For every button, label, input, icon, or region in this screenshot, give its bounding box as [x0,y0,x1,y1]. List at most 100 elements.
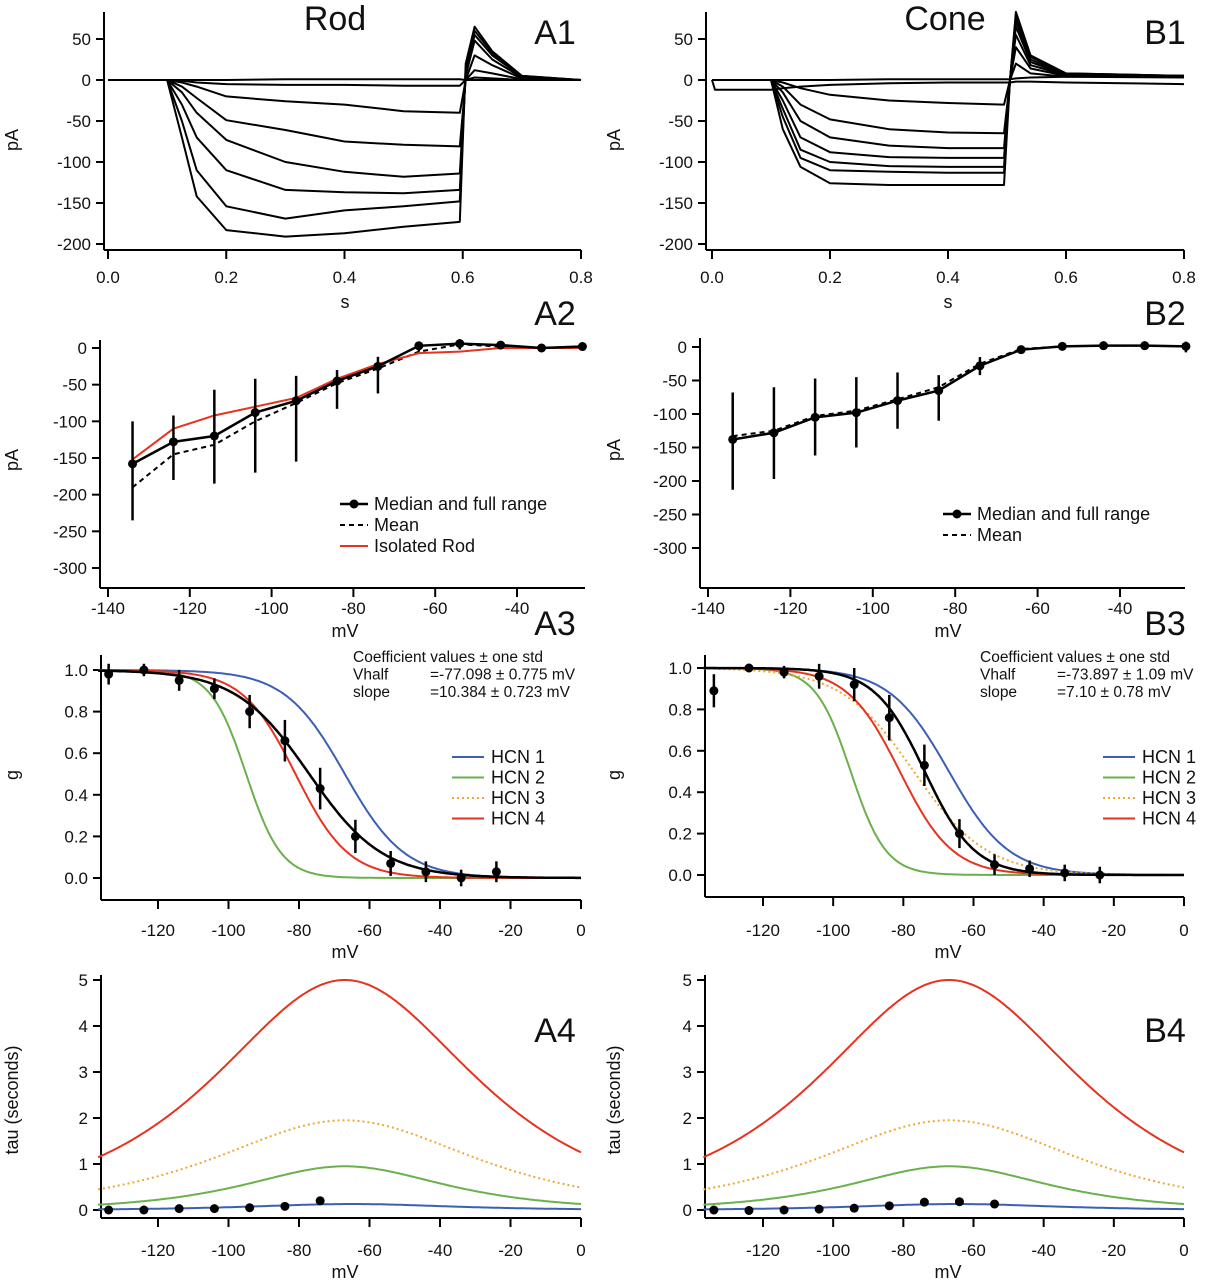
x-tick-label: 0.8 [1172,268,1196,287]
current-trace [108,54,582,148]
legend-label: HCN 4 [491,809,545,829]
median-point [386,858,396,868]
x-tick-label: -100 [816,1241,850,1260]
coefficient-value: =10.384 ± 0.723 mV [430,684,571,701]
x-tick-label: -40 [1031,1241,1056,1260]
y-tick-label: -150 [659,194,693,213]
current-trace [108,25,582,238]
panel-a4: -120 -100 -80 -60 -40 -20 0 5 4 3 2 1 0 mV tau (second… [2,971,586,1280]
median-line [732,344,1186,441]
median-point [577,342,587,352]
y-tick-label: 0 [678,338,687,357]
model-curve-tau [703,1119,1185,1191]
panel-label: A3 [534,605,576,643]
legend-label: HCN 3 [491,788,545,808]
median-point [1099,341,1109,351]
x-tick-label: -20 [498,921,523,940]
x-tick-label: 0.8 [569,268,593,287]
median-point [849,680,859,690]
x-tick-label: 0.2 [818,268,842,287]
median-point [1025,864,1035,874]
coefficient-value: =-73.897 ± 1.09 mV [1057,667,1194,684]
median-point [139,1205,149,1215]
model-curve-tau [702,979,1185,1159]
x-tick-label: -80 [287,921,312,940]
series-mean [732,344,1186,438]
series-mean [131,343,583,489]
y-tick-label: 0.6 [668,742,692,761]
x-tick-label: -80 [891,1241,916,1260]
median-point [537,343,547,353]
median-point [849,1203,859,1213]
current-trace [108,69,582,114]
model-curve-tau [98,1203,581,1211]
x-axis-label: mV [935,942,962,962]
current-trace [108,33,582,195]
y-tick-label: -250 [653,506,687,525]
coefficient-value: =7.10 ± 0.78 mV [1057,684,1172,701]
median-point [814,671,824,681]
median-point [919,1197,929,1207]
y-tick-label: 1.0 [668,659,692,678]
legend-label: Mean [977,525,1022,545]
x-tick-label: -120 [141,1241,175,1260]
coefficient-name: Vhalf [980,667,1016,684]
median-point [455,339,465,349]
coefficient-header: Coefficient values ± one std [980,649,1170,666]
panel-title: Cone [904,0,985,38]
legend-label: Median and full range [977,504,1150,524]
x-tick-label: -20 [1102,1241,1127,1260]
x-axis-label: mV [935,1262,962,1280]
median-point [209,684,219,694]
y-tick-label: 3 [683,1063,692,1082]
x-tick-label: -40 [428,921,453,940]
y-tick-label: 0.8 [668,700,692,719]
x-tick-label: -100 [255,599,289,618]
y-tick-label: 0.4 [64,786,88,805]
y-tick-label: 0.4 [668,783,692,802]
median-point [779,667,789,677]
y-tick-label: 0 [79,1201,88,1220]
legend-label: HCN 2 [1142,768,1196,788]
median-point [893,396,903,406]
current-trace [712,46,1185,135]
median-point [884,713,894,723]
x-axis-label: s [944,292,953,312]
median-point [779,1205,789,1215]
x-tick-label: -60 [423,599,448,618]
model-curve-tau [97,979,582,1159]
model-curve-tau [703,1203,1184,1211]
median-point [934,386,944,396]
median-point [1095,870,1105,880]
x-tick-label: 0 [576,1241,585,1260]
x-tick-label: -100 [211,921,245,940]
panel-label: A1 [534,14,576,52]
y-tick-label: -150 [653,439,687,458]
median-point [245,1203,255,1213]
y-tick-label: -50 [62,376,87,395]
y-tick-label: 0.0 [668,866,692,885]
x-tick-label: -140 [691,599,725,618]
median-point [104,1205,114,1215]
coefficient-header: Coefficient values ± one std [353,649,543,666]
y-tick-label: 4 [683,1017,692,1036]
y-tick-label: -150 [57,194,91,213]
x-tick-label: -100 [816,921,850,940]
y-axis-label: pA [604,129,624,151]
y-axis-label: pA [604,439,624,461]
x-tick-label: -80 [287,1241,312,1260]
legend-label: HCN 4 [1142,809,1196,829]
x-tick-label: 0.6 [1054,268,1078,287]
median-point [104,669,114,679]
y-tick-label: 0.8 [64,703,88,722]
median-point [421,867,431,877]
x-tick-label: -120 [773,599,807,618]
y-tick-label: 1 [79,1155,88,1174]
median-point [174,675,184,685]
median-point [280,736,290,746]
coefficient-name: Vhalf [353,667,389,684]
current-trace [712,15,1185,174]
median-point [769,428,779,438]
model-curve-tau [703,1165,1185,1206]
model-curve-tau [97,1119,582,1191]
